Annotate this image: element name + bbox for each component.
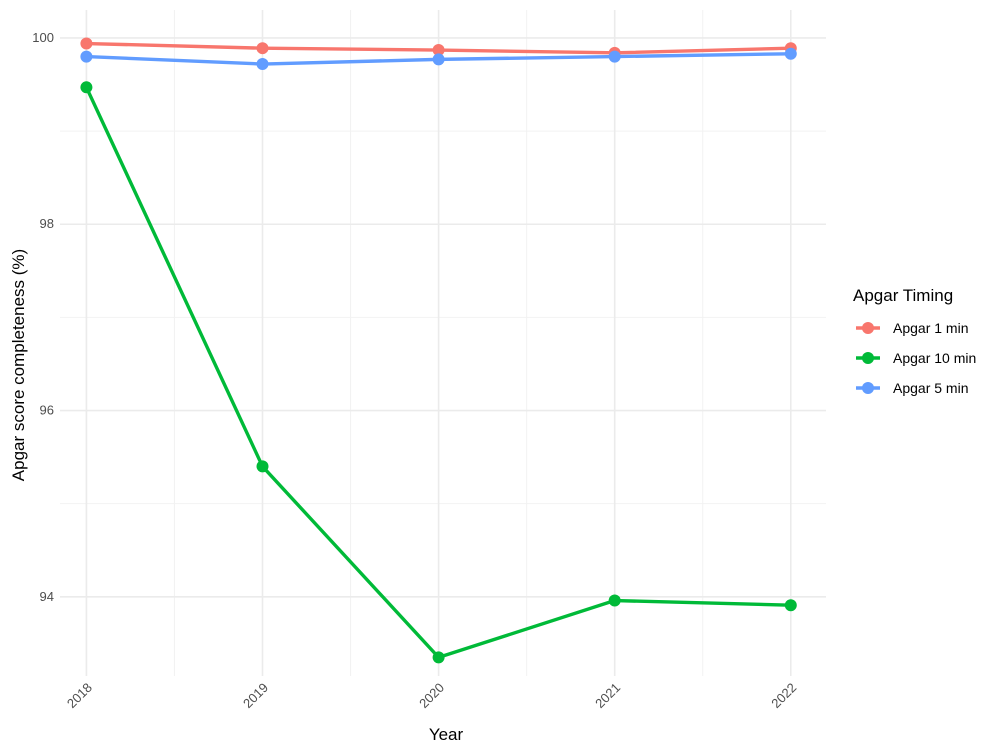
series-layer — [80, 37, 797, 664]
data-point — [256, 58, 269, 71]
legend-item: Apgar 10 min — [856, 350, 976, 366]
y-tick-label: 100 — [32, 30, 54, 45]
data-point — [80, 81, 93, 94]
data-point — [608, 594, 621, 607]
x-tick-label: 2018 — [64, 680, 95, 711]
legend-key-point — [862, 322, 874, 334]
data-point — [80, 50, 93, 63]
legend-key-point — [862, 382, 874, 394]
y-axis-tick-labels: 94 96 98 100 — [32, 30, 54, 604]
data-point — [256, 42, 269, 55]
legend-label: Apgar 1 min — [893, 320, 968, 336]
y-tick-label: 94 — [40, 589, 54, 604]
data-point — [608, 50, 621, 63]
data-point — [432, 53, 445, 66]
x-axis-title: Year — [429, 725, 464, 744]
x-axis-tick-labels: 2018 2019 2020 2021 2022 — [64, 680, 799, 711]
minor-gridlines — [60, 10, 826, 676]
data-point — [256, 460, 269, 473]
x-tick-label: 2019 — [240, 680, 271, 711]
x-tick-label: 2022 — [768, 680, 799, 711]
data-point — [432, 44, 445, 57]
data-point — [80, 37, 93, 50]
data-point — [784, 47, 797, 60]
data-point — [784, 599, 797, 612]
data-point — [432, 651, 445, 664]
y-tick-label: 96 — [40, 403, 54, 418]
legend-label: Apgar 5 min — [893, 380, 968, 396]
legend-title: Apgar Timing — [853, 286, 953, 305]
legend-item: Apgar 1 min — [856, 320, 968, 336]
x-tick-label: 2020 — [416, 680, 447, 711]
legend-label: Apgar 10 min — [893, 350, 976, 366]
y-axis-title: Apgar score completeness (%) — [9, 249, 28, 481]
legend-items: Apgar 1 min Apgar 10 min Apgar 5 min — [856, 320, 976, 396]
x-tick-label: 2021 — [592, 680, 623, 711]
major-gridlines — [60, 10, 826, 676]
legend-item: Apgar 5 min — [856, 380, 968, 396]
legend-key-point — [862, 352, 874, 364]
y-tick-label: 98 — [40, 216, 54, 231]
